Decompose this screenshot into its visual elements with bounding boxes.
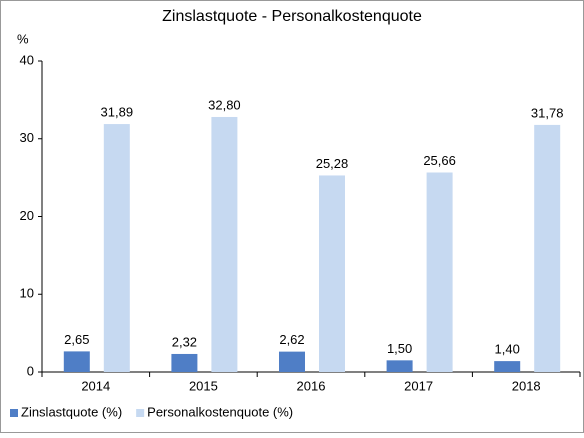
x-tick-label: 2018 <box>512 378 541 393</box>
chart-title: Zinslastquote - Personalkostenquote <box>162 8 422 25</box>
y-tick-label: 0 <box>27 363 34 378</box>
x-tick-label: 2017 <box>404 378 433 393</box>
bar <box>279 351 305 372</box>
value-label: 1,50 <box>387 341 412 356</box>
value-label: 31,89 <box>101 104 134 119</box>
bar <box>171 353 198 372</box>
legend-swatch <box>10 409 18 417</box>
bar <box>426 172 453 372</box>
legend-swatch <box>136 409 145 417</box>
y-tick-label: 10 <box>20 286 34 301</box>
value-label: 25,28 <box>316 156 349 171</box>
bar <box>319 175 345 372</box>
value-label: 32,80 <box>208 97 241 112</box>
y-tick-label: 20 <box>20 208 34 223</box>
y-tick-label: 40 <box>20 52 34 67</box>
y-axis-label: % <box>17 31 29 46</box>
x-tick-label: 2016 <box>297 378 326 393</box>
bar <box>63 351 90 372</box>
bar <box>386 360 413 372</box>
value-label: 2,62 <box>279 332 304 347</box>
bar <box>103 124 130 372</box>
x-tick-label: 2014 <box>81 378 110 393</box>
bar <box>534 124 561 373</box>
x-tick-label: 2015 <box>189 378 218 393</box>
bar <box>211 116 238 372</box>
value-label: 31,78 <box>531 105 564 120</box>
value-label: 1,40 <box>495 342 520 357</box>
value-label: 2,32 <box>172 334 197 349</box>
value-label: 25,66 <box>423 153 456 168</box>
legend-label: Personalkostenquote (%) <box>147 404 293 419</box>
bar <box>494 361 521 372</box>
legend-label: Zinslastquote (%) <box>21 404 122 419</box>
value-label: 2,65 <box>64 332 89 347</box>
y-tick-label: 30 <box>20 130 34 145</box>
